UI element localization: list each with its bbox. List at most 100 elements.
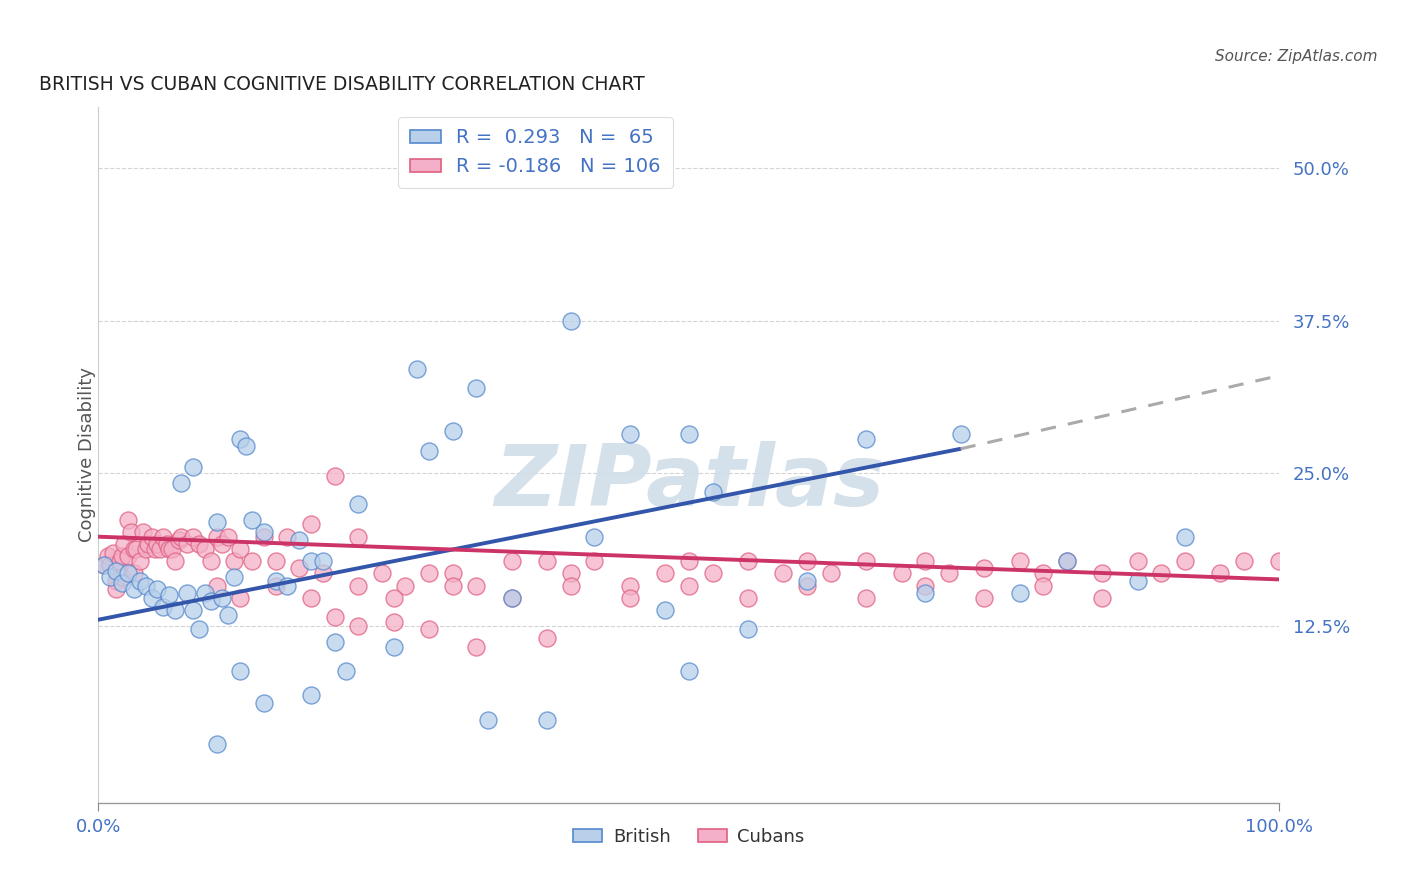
Point: [1091, 566, 1114, 581]
Point: [253, 524, 276, 539]
Point: [441, 578, 464, 592]
Point: [141, 530, 163, 544]
Point: [418, 566, 440, 581]
Point: [347, 578, 370, 592]
Point: [1032, 578, 1054, 592]
Point: [1174, 554, 1197, 568]
Point: [465, 381, 488, 395]
Point: [299, 517, 322, 532]
Point: [678, 554, 700, 568]
Point: [501, 554, 523, 568]
Point: [914, 554, 936, 568]
Point: [855, 432, 877, 446]
Point: [536, 554, 558, 568]
Point: [157, 541, 180, 556]
Point: [418, 623, 440, 637]
Point: [702, 484, 724, 499]
Point: [678, 664, 700, 678]
Point: [205, 530, 228, 544]
Point: [111, 570, 134, 584]
Point: [152, 600, 174, 615]
Point: [181, 460, 204, 475]
Point: [105, 582, 128, 597]
Point: [176, 586, 198, 600]
Point: [165, 554, 187, 568]
Point: [146, 582, 169, 597]
Point: [299, 689, 322, 703]
Point: [938, 566, 960, 581]
Point: [122, 582, 145, 597]
Point: [1032, 566, 1054, 581]
Point: [394, 578, 416, 592]
Point: [176, 537, 198, 551]
Point: [170, 530, 193, 544]
Point: [1126, 574, 1149, 588]
Point: [276, 530, 298, 544]
Point: [335, 664, 357, 678]
Point: [536, 713, 558, 727]
Point: [229, 432, 252, 446]
Point: [108, 554, 131, 568]
Point: [654, 566, 676, 581]
Point: [312, 566, 335, 581]
Point: [264, 554, 287, 568]
Point: [1056, 554, 1078, 568]
Point: [796, 554, 818, 568]
Point: [156, 537, 179, 551]
Point: [702, 566, 724, 581]
Point: [97, 549, 120, 564]
Point: [135, 541, 157, 556]
Point: [229, 664, 252, 678]
Point: [619, 591, 641, 605]
Point: [1126, 554, 1149, 568]
Point: [264, 578, 287, 592]
Point: [772, 566, 794, 581]
Point: [135, 578, 157, 592]
Text: ZIPatlas: ZIPatlas: [494, 442, 884, 524]
Point: [211, 537, 233, 551]
Point: [101, 545, 124, 559]
Point: [181, 603, 204, 617]
Point: [418, 444, 440, 458]
Point: [224, 570, 246, 584]
Point: [583, 554, 606, 568]
Point: [441, 424, 464, 438]
Point: [1268, 554, 1291, 568]
Text: Source: ZipAtlas.com: Source: ZipAtlas.com: [1215, 49, 1378, 64]
Point: [93, 558, 115, 572]
Point: [194, 541, 217, 556]
Point: [312, 554, 335, 568]
Point: [235, 439, 257, 453]
Point: [583, 530, 606, 544]
Point: [737, 554, 759, 568]
Point: [678, 578, 700, 592]
Point: [382, 591, 405, 605]
Point: [141, 591, 163, 605]
Point: [560, 566, 582, 581]
Point: [560, 313, 582, 327]
Point: [205, 515, 228, 529]
Text: BRITISH VS CUBAN COGNITIVE DISABILITY CORRELATION CHART: BRITISH VS CUBAN COGNITIVE DISABILITY CO…: [39, 75, 645, 95]
Point: [347, 619, 370, 633]
Point: [678, 427, 700, 442]
Point: [973, 591, 995, 605]
Point: [406, 362, 429, 376]
Point: [855, 591, 877, 605]
Point: [217, 607, 239, 622]
Point: [152, 530, 174, 544]
Point: [217, 530, 239, 544]
Point: [170, 475, 193, 490]
Point: [441, 566, 464, 581]
Point: [973, 561, 995, 575]
Point: [121, 524, 143, 539]
Point: [122, 541, 145, 556]
Point: [654, 603, 676, 617]
Point: [1091, 591, 1114, 605]
Point: [167, 533, 190, 548]
Point: [323, 610, 346, 624]
Point: [128, 574, 150, 588]
Point: [949, 427, 972, 442]
Point: [737, 591, 759, 605]
Point: [501, 163, 523, 178]
Point: [347, 497, 370, 511]
